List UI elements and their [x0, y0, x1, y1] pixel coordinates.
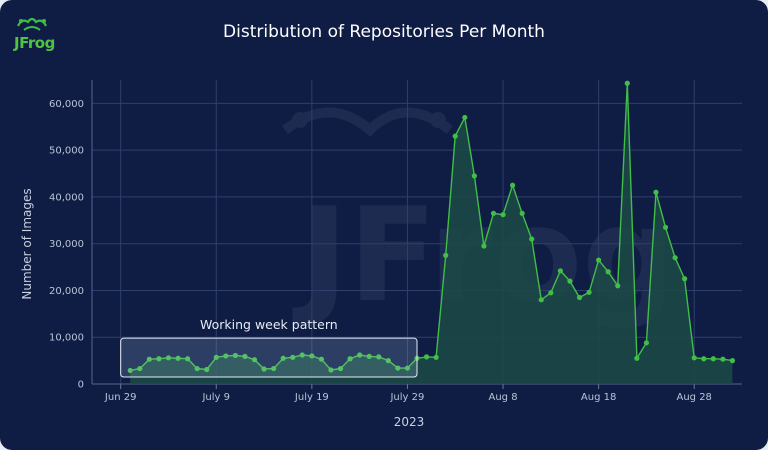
data-point [662, 224, 669, 230]
x-axis-ticks: Jun 29 July 9 July 19 July 29 Aug 8 Aug 18 Aug… [104, 392, 712, 403]
series-area [130, 83, 733, 385]
data-point [251, 357, 258, 363]
y-axis-ticks: 0 10,000 20,000 30,000 40,000 50,000 60,000 [49, 99, 84, 391]
data-point [471, 173, 477, 179]
data-point [242, 353, 248, 360]
x-tick-label: Aug 18 [581, 392, 616, 403]
data-point [223, 353, 229, 359]
data-point [509, 182, 516, 188]
data-point [165, 355, 172, 361]
y-tick-label: 0 [78, 380, 84, 391]
y-axis-title: Number of Images [20, 188, 34, 299]
data-point [490, 210, 497, 216]
data-point [634, 355, 640, 361]
y-tick-label: 10,000 [49, 333, 84, 344]
y-tick-label: 60,000 [49, 99, 84, 110]
series-points [127, 80, 736, 374]
data-point [452, 133, 458, 139]
y-tick-label: 30,000 [49, 239, 84, 250]
annotation-box [120, 337, 418, 378]
data-point [261, 366, 267, 372]
data-point [529, 236, 535, 242]
chart-title: Distribution of Repositories Per Month [223, 22, 545, 42]
data-point [204, 366, 210, 373]
data-point [137, 365, 143, 372]
data-point [337, 365, 344, 372]
data-point [194, 365, 200, 372]
data-point [557, 268, 563, 274]
data-point [481, 243, 487, 249]
data-point [729, 358, 736, 364]
data-point [596, 257, 602, 263]
annotation-group: Working week pattern [120, 317, 418, 378]
data-point [576, 294, 583, 301]
x-tick-label: July 29 [389, 392, 424, 403]
data-point [519, 210, 525, 216]
data-point [548, 290, 554, 296]
x-tick-label: Aug 8 [488, 392, 517, 403]
data-point [156, 356, 162, 362]
data-point [280, 355, 286, 361]
data-point [643, 340, 650, 346]
x-tick-label: Aug 28 [676, 392, 711, 403]
data-point [395, 365, 401, 371]
series-line [130, 83, 733, 372]
data-point [423, 354, 430, 360]
data-point [127, 367, 133, 374]
data-point [682, 276, 688, 282]
y-tick-label: 40,000 [49, 192, 84, 203]
x-tick-label: Jun 29 [104, 392, 137, 403]
data-point [433, 354, 439, 360]
data-point [404, 365, 411, 371]
data-point [653, 189, 659, 195]
data-point [290, 354, 296, 360]
x-axis-title: 2023 [394, 415, 425, 429]
x-tick-label: July 19 [294, 392, 329, 403]
data-point [624, 80, 630, 86]
x-tick-label: July 9 [201, 392, 230, 403]
data-point [500, 212, 506, 218]
data-point [347, 356, 353, 362]
data-point [720, 356, 726, 362]
data-point [232, 352, 238, 359]
annotation-label: Working week pattern [200, 317, 338, 332]
data-point [672, 255, 678, 261]
data-point [146, 356, 152, 362]
data-point [184, 356, 191, 362]
data-point [299, 352, 305, 358]
data-point [538, 297, 544, 303]
series-fill [130, 83, 733, 385]
data-point [385, 358, 391, 364]
data-point [605, 269, 611, 275]
data-point [366, 353, 372, 360]
data-point [318, 356, 325, 362]
data-point [175, 355, 181, 361]
data-point [328, 367, 334, 373]
data-point [357, 352, 363, 358]
data-point [691, 355, 697, 361]
data-point [710, 356, 716, 362]
data-point [462, 114, 468, 121]
data-point [443, 252, 449, 258]
y-tick-label: 50,000 [49, 146, 84, 157]
data-point [213, 354, 219, 360]
data-point [376, 354, 382, 360]
data-point [567, 278, 573, 284]
data-point [701, 356, 707, 362]
data-point [615, 283, 621, 289]
jfrog-logo: JFrog [14, 34, 55, 52]
data-point [271, 365, 277, 372]
data-point [586, 289, 592, 295]
y-tick-label: 20,000 [49, 286, 84, 297]
data-point [309, 353, 315, 359]
jfrog-frog-icon [17, 17, 47, 31]
